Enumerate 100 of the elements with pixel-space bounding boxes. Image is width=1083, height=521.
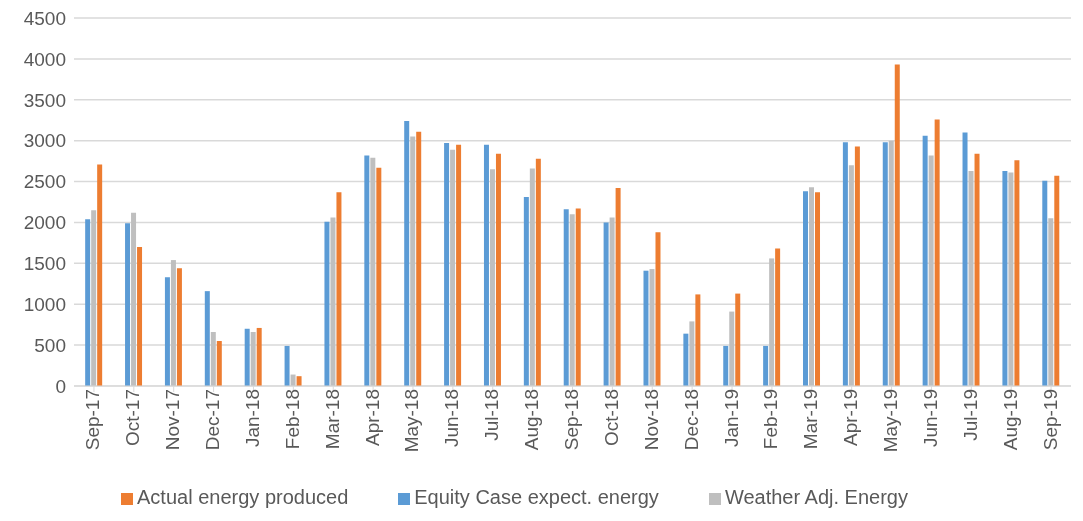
y-tick-label: 1000 xyxy=(23,293,66,315)
bar xyxy=(882,142,888,386)
bar xyxy=(529,168,535,386)
bar xyxy=(655,232,661,386)
bar xyxy=(450,149,456,386)
bar xyxy=(848,165,854,386)
bar xyxy=(922,135,928,386)
bar xyxy=(575,208,581,386)
y-tick-label: 2500 xyxy=(23,171,66,193)
bar xyxy=(489,169,495,386)
bar xyxy=(376,167,382,386)
x-tick-label: Jul-18 xyxy=(481,389,503,441)
bar xyxy=(85,219,91,386)
x-tick-label: Mar-19 xyxy=(800,389,822,450)
legend-label: Equity Case expect. energy xyxy=(414,486,659,508)
bar xyxy=(643,270,649,386)
bar xyxy=(91,210,97,386)
bar xyxy=(324,221,330,386)
bar xyxy=(164,277,170,386)
y-tick-label: 4000 xyxy=(23,48,66,70)
bar xyxy=(615,188,621,386)
bar xyxy=(854,146,860,386)
bar xyxy=(609,217,615,386)
bar xyxy=(888,140,894,386)
bar xyxy=(603,222,609,386)
bar xyxy=(723,345,729,386)
bar xyxy=(284,345,290,386)
y-tick-label: 3000 xyxy=(23,130,66,152)
bar xyxy=(483,144,489,386)
x-tick-label: Feb-18 xyxy=(281,389,303,450)
x-tick-label: Oct-18 xyxy=(600,389,622,447)
y-tick-label: 0 xyxy=(55,375,66,397)
bar xyxy=(569,214,575,386)
bar xyxy=(523,197,529,386)
bar xyxy=(683,333,689,386)
bar xyxy=(256,327,262,386)
bar xyxy=(735,293,741,386)
bar xyxy=(535,158,541,386)
x-tick-label: Jun-18 xyxy=(441,389,463,448)
x-tick-label: Apr-19 xyxy=(840,389,862,447)
bar xyxy=(410,136,416,386)
bar xyxy=(1048,218,1054,386)
bar xyxy=(763,345,769,386)
x-tick-label: May-18 xyxy=(401,389,423,453)
y-tick-label: 4500 xyxy=(23,7,66,29)
x-tick-label: Sep-18 xyxy=(560,389,582,451)
bar xyxy=(495,153,501,386)
bar xyxy=(695,294,701,386)
bar xyxy=(934,119,940,386)
bar xyxy=(1042,180,1048,386)
bar xyxy=(210,332,216,386)
bar xyxy=(244,328,250,386)
bar xyxy=(296,376,302,386)
bar xyxy=(1008,172,1014,386)
bar xyxy=(962,132,968,386)
bar xyxy=(775,248,781,386)
bar xyxy=(330,217,336,386)
bar xyxy=(364,155,370,386)
bar xyxy=(563,209,569,386)
x-tick-label: Jan-18 xyxy=(241,389,263,448)
bar xyxy=(137,246,143,386)
bar xyxy=(1002,170,1008,386)
x-tick-label: Nov-18 xyxy=(640,389,662,451)
bar xyxy=(809,187,815,386)
bar xyxy=(1054,175,1060,386)
bar xyxy=(125,223,131,386)
bar xyxy=(250,332,256,386)
x-tick-label: Feb-19 xyxy=(760,389,782,450)
y-tick-label: 1500 xyxy=(23,253,66,275)
x-tick-label: Apr-18 xyxy=(361,389,383,447)
x-tick-label: Sep-19 xyxy=(1039,389,1061,451)
x-tick-label: Aug-18 xyxy=(521,389,543,451)
x-tick-label: May-19 xyxy=(880,389,902,453)
bar xyxy=(370,157,376,386)
x-tick-label: Aug-19 xyxy=(999,389,1021,451)
bar xyxy=(842,142,848,386)
bar xyxy=(689,321,695,386)
y-tick-label: 500 xyxy=(34,334,66,356)
bar xyxy=(216,341,222,386)
bar xyxy=(97,164,103,386)
bar xyxy=(729,311,735,386)
bar xyxy=(456,144,462,386)
y-tick-label: 3500 xyxy=(23,89,66,111)
x-tick-label: Mar-18 xyxy=(321,389,343,450)
x-tick-label: Dec-17 xyxy=(202,389,224,451)
bar xyxy=(204,291,210,386)
x-tick-label: Nov-17 xyxy=(162,389,184,451)
x-tick-label: Dec-18 xyxy=(680,389,702,451)
bar xyxy=(336,192,342,386)
bar xyxy=(928,155,934,386)
x-tick-label: Jan-19 xyxy=(720,389,742,448)
bar xyxy=(444,143,450,386)
bar xyxy=(176,268,182,386)
bar xyxy=(803,191,809,386)
y-tick-label: 2000 xyxy=(23,212,66,234)
bar xyxy=(1014,160,1020,386)
x-tick-label: Jul-19 xyxy=(959,389,981,441)
bar xyxy=(416,131,422,386)
bar xyxy=(769,258,775,386)
bar xyxy=(894,64,900,386)
